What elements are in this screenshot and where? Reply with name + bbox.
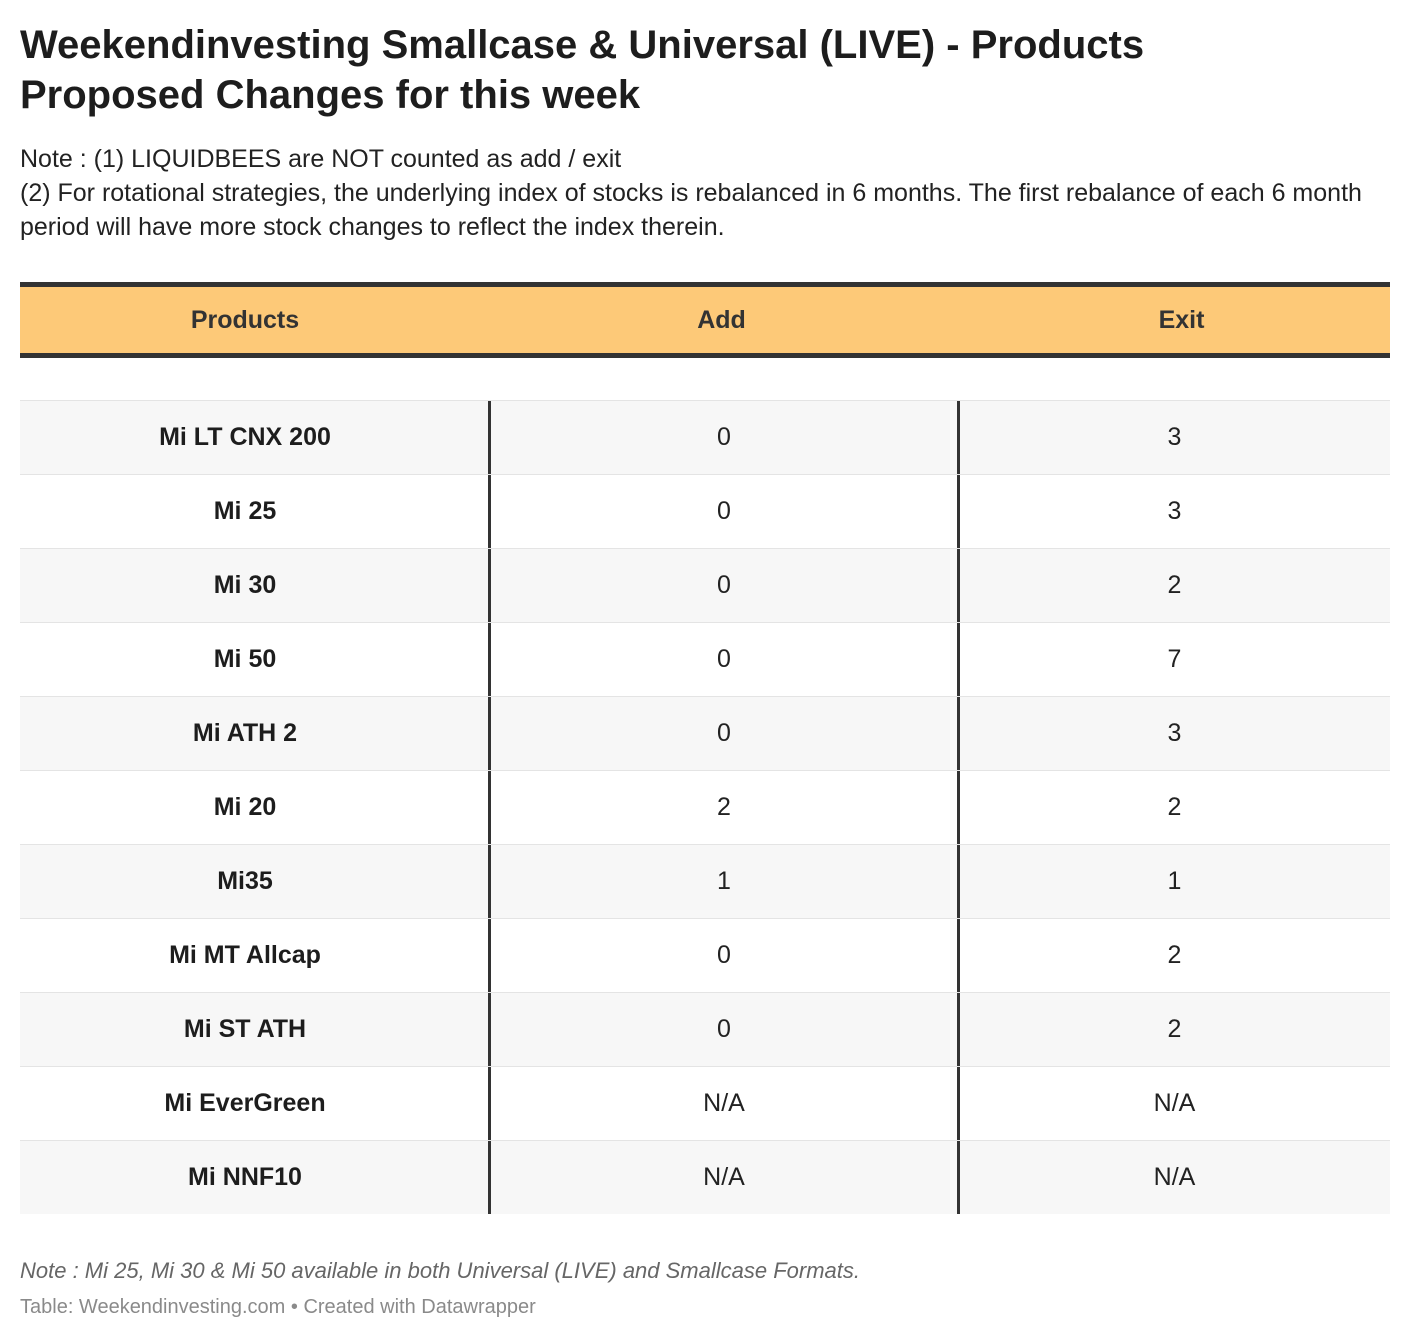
note-line-1: Note : (1) LIQUIDBEES are NOT counted as… (20, 145, 622, 173)
table-row: Mi LT CNX 200 0 3 (20, 400, 1390, 474)
cell-add: 0 (488, 919, 957, 992)
column-header-add[interactable]: Add (697, 305, 746, 334)
cell-add: 0 (488, 623, 957, 696)
cell-product: Mi NNF10 (188, 1163, 302, 1191)
cell-exit: 7 (957, 623, 1389, 696)
cell-exit: 1 (957, 845, 1389, 918)
cell-exit: N/A (957, 1067, 1389, 1140)
cell-product: Mi LT CNX 200 (159, 423, 331, 451)
cell-product: Mi ATH 2 (192, 719, 298, 747)
cell-product: Mi ST ATH (183, 1015, 307, 1043)
cell-product: Mi 30 (213, 571, 277, 599)
cell-product: Mi MT Allcap (169, 941, 321, 969)
table-row: Mi35 1 1 (20, 844, 1390, 918)
table-row: Mi 30 0 2 (20, 548, 1390, 622)
footnote: Note : Mi 25, Mi 30 & Mi 50 available in… (20, 1258, 861, 1283)
cell-exit: 2 (957, 771, 1389, 844)
cell-exit: 3 (957, 475, 1389, 548)
cell-add: 0 (488, 475, 957, 548)
cell-product: Mi35 (217, 867, 273, 895)
data-table: Products Add Exit Mi LT CNX 200 0 3 Mi 25 0 3… (20, 282, 1390, 1214)
header-spacer (20, 358, 1390, 400)
table-row: Mi NNF10 N/A N/A (20, 1140, 1390, 1214)
cell-add: 2 (488, 771, 957, 844)
table-row: Mi 25 0 3 (20, 474, 1390, 548)
table-row: Mi MT Allcap 0 2 (20, 918, 1390, 992)
cell-add: 0 (488, 993, 957, 1066)
cell-exit: 3 (957, 697, 1389, 770)
table-row: Mi ST ATH 0 2 (20, 992, 1390, 1066)
cell-product: Mi 50 (213, 645, 277, 673)
table-header: Products Add Exit (20, 282, 1390, 358)
cell-add: 0 (488, 401, 957, 474)
cell-exit: 2 (957, 549, 1389, 622)
column-header-products[interactable]: Products (190, 305, 300, 334)
cell-exit: N/A (957, 1141, 1389, 1214)
cell-add: N/A (488, 1141, 957, 1214)
cell-product: Mi 25 (213, 497, 277, 525)
credits: Table: Weekendinvesting.com • Created wi… (20, 1296, 536, 1318)
column-header-exit[interactable]: Exit (1158, 305, 1205, 334)
cell-add: N/A (488, 1067, 957, 1140)
table-row: Mi EverGreen N/A N/A (20, 1066, 1390, 1140)
cell-product: Mi 20 (213, 793, 277, 821)
chart-title: Weekendinvesting Smallcase & Universal (… (20, 23, 1145, 117)
table-body: Mi LT CNX 200 0 3 Mi 25 0 3 Mi 30 0 2 Mi 50 0 7 Mi A… (20, 400, 1390, 1214)
cell-exit: 2 (957, 919, 1389, 992)
cell-add: 0 (488, 549, 957, 622)
cell-exit: 3 (957, 401, 1389, 474)
cell-exit: 2 (957, 993, 1389, 1066)
table-row: Mi 20 2 2 (20, 770, 1390, 844)
cell-add: 0 (488, 697, 957, 770)
chart-header: Weekendinvesting Smallcase & Universal (… (20, 20, 1390, 244)
note-line-2: (2) For rotational strategies, the under… (20, 179, 1362, 241)
table-row: Mi 50 0 7 (20, 622, 1390, 696)
cell-add: 1 (488, 845, 957, 918)
chart-notes: Note : (1) LIQUIDBEES are NOT counted as… (20, 142, 1390, 244)
cell-product: Mi EverGreen (164, 1089, 326, 1117)
